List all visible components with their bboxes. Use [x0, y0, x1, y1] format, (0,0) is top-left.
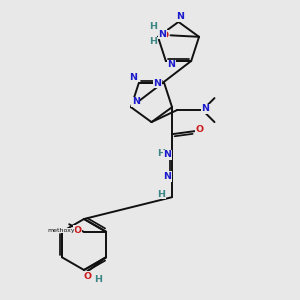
Text: N: N	[158, 30, 166, 39]
Text: N: N	[167, 60, 175, 69]
Text: H: H	[158, 190, 166, 199]
Text: N: N	[176, 12, 184, 21]
Text: N: N	[132, 97, 140, 106]
Text: N: N	[129, 73, 137, 82]
Text: N: N	[154, 79, 162, 88]
Text: methoxy: methoxy	[47, 228, 75, 233]
Text: N: N	[163, 172, 171, 181]
Text: O: O	[74, 226, 82, 235]
Text: H: H	[149, 22, 157, 32]
Text: O: O	[160, 31, 169, 40]
Text: H: H	[157, 148, 165, 158]
Text: O: O	[196, 125, 204, 134]
Text: N: N	[202, 104, 209, 113]
Text: O: O	[84, 272, 92, 281]
Text: N: N	[163, 150, 171, 159]
Text: H: H	[149, 38, 157, 46]
Text: H: H	[94, 275, 102, 284]
